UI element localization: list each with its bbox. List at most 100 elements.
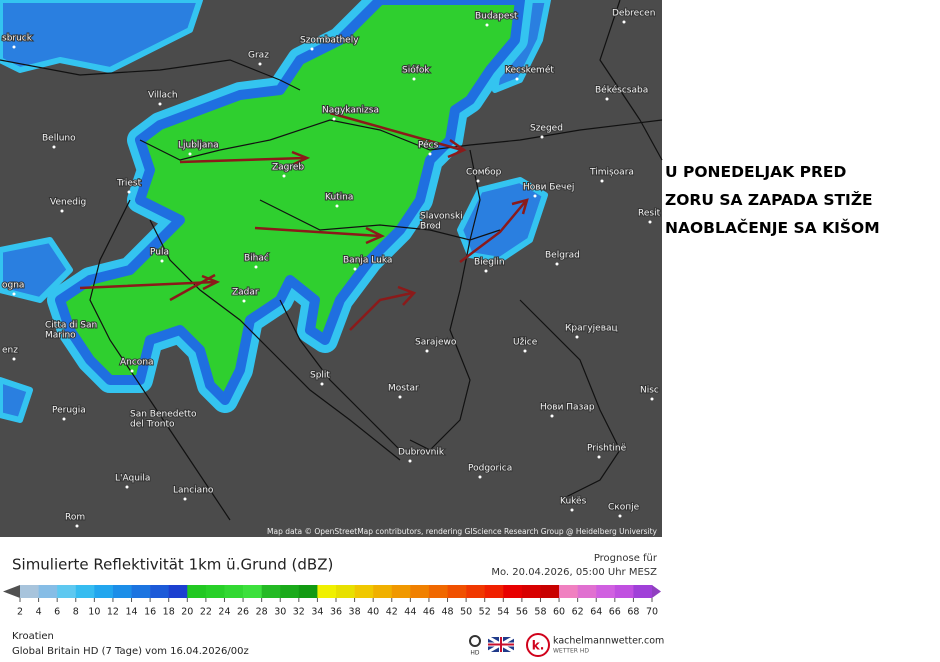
city-dot [55,332,59,336]
city-dot [523,349,527,353]
legend-tick-label: 26 [237,607,249,618]
city-label: Triest [116,179,142,189]
city-dot [428,152,432,156]
city-label: Крагујевац [565,324,618,334]
color-segment [336,585,355,598]
city-dot [254,265,258,269]
color-segment [317,585,337,598]
legend-tick-label: 44 [404,607,416,618]
legend-tick-label: 58 [534,607,546,618]
city-label: Resit [638,209,661,219]
city-label: Bieglin [474,258,505,268]
color-segment [503,585,523,598]
city-dot [335,204,339,208]
color-segment [466,585,486,598]
legend-tick-label: 62 [572,607,584,618]
legend-tick-label: 68 [627,607,639,618]
color-segment [224,585,244,598]
flag-icon[interactable] [487,635,515,654]
city-label: L'Aquila [115,474,150,484]
brand[interactable]: kachelmannwetter.com [553,636,664,647]
legend-tick-label: 6 [54,607,60,618]
city-dot [12,45,16,49]
city-label: Brod [420,222,441,232]
city-label: Sarajewo [415,338,457,348]
legend-tick-label: 32 [293,607,305,618]
city-label: Pula [150,248,169,258]
city-label: Venedig [50,198,86,208]
city-dot [570,508,574,512]
legend-tick-label: 34 [311,607,323,618]
city-dot [408,459,412,463]
color-segment [20,585,39,598]
city-dot [160,259,164,263]
color-segment [428,585,448,598]
legend-tick-label: 48 [441,607,453,618]
city-dot [540,135,544,139]
city-dot [476,179,480,183]
city-dot [158,102,162,106]
city-dot [353,267,357,271]
city-label: ogna [2,281,24,291]
city-label: Banja Luka [343,256,392,266]
legend-tick-label: 70 [646,607,658,618]
city-dot [130,369,134,373]
city-label: Szombathely [300,36,359,46]
city-dot [575,335,579,339]
zoom-icon[interactable] [469,635,481,647]
city-label: Скопје [608,503,640,513]
city-label: Kutina [325,193,353,203]
city-dot [258,62,262,66]
city-label: Split [310,371,330,381]
color-segment [354,585,374,598]
city-dot [310,47,314,51]
legend-tick-label: 60 [553,607,565,618]
city-dot [412,77,416,81]
city-label: Kecskemét [505,65,554,76]
precip-green [55,0,525,405]
city-label: Zadar [232,288,259,298]
legend-tick-label: 2 [17,607,23,618]
legend-tick-label: 54 [497,607,509,618]
city-dot [485,23,489,27]
logo[interactable] [526,633,550,657]
city-dot [555,262,559,266]
city-dot [52,145,56,149]
legend-tick-label: 56 [516,607,528,618]
color-segment [57,585,77,598]
legend-tick-label: 46 [423,607,435,618]
city-dot [622,20,626,24]
legend-tick-label: 18 [163,607,175,618]
city-dot [650,397,654,401]
city-dot [125,485,129,489]
color-segment [577,585,597,598]
color-segment [38,585,58,598]
color-segment [373,585,393,598]
city-dot [550,414,554,418]
city-label: Prishtinë [587,444,627,454]
legend-tick-label: 42 [386,607,398,618]
legend-tick-label: 66 [609,607,621,618]
city-label: Slavonski [420,212,463,222]
city-label: enz [2,346,18,356]
color-segment [633,585,653,598]
arrows [79,111,529,331]
annotation-line: NAOBLAČENJE SA KIŠOM [665,219,880,237]
color-segment [150,585,170,598]
color-segment [187,585,207,598]
city-label: Dubrovnik [398,448,445,458]
city-label: Mostar [388,384,419,394]
legend-tick-label: 12 [107,607,119,618]
city-dot [12,357,16,361]
city-label: Podgorica [468,464,512,474]
color-segment [280,585,300,598]
city-label: Villach [148,91,178,101]
color-segment [614,585,634,598]
city-label: Нови Бечеј [523,183,574,193]
color-segment [410,585,430,598]
legend-tick-label: 52 [479,607,491,618]
city-dot [332,117,336,121]
legend-tick-label: 24 [218,607,230,618]
